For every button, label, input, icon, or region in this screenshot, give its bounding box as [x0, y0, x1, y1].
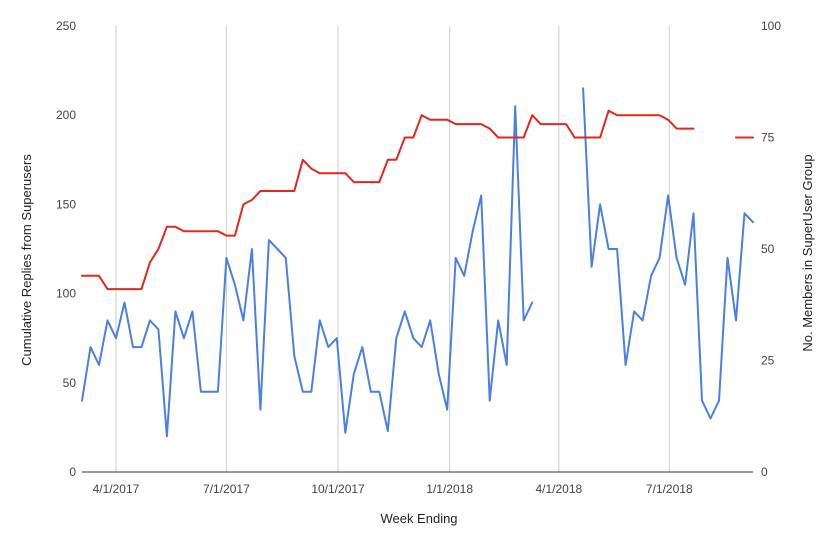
left-y-tick-label: 0 — [69, 465, 76, 479]
x-tick-label: 10/1/2017 — [311, 482, 365, 496]
x-tick-label: 4/1/2018 — [535, 482, 582, 496]
right-y-tick-label: 100 — [761, 19, 781, 33]
members-series-line — [81, 109, 754, 291]
right-y-tick-label: 0 — [761, 465, 768, 479]
x-tick-label: 1/1/2018 — [426, 482, 473, 496]
series-layer — [81, 87, 754, 438]
right-y-tick-label: 25 — [761, 354, 775, 368]
x-tick-label: 7/1/2017 — [203, 482, 250, 496]
x-axis-title: Week Ending — [380, 511, 457, 526]
x-axis-ticks: 4/1/2017 7/1/2017 10/1/2017 1/1/2018 4/1/201… — [93, 482, 693, 496]
grid-layer — [115, 26, 670, 472]
right-axis-ticks: 0 25 50 75 100 — [761, 19, 781, 479]
left-y-tick-label: 100 — [56, 287, 76, 301]
left-y-tick-label: 250 — [56, 19, 76, 33]
left-y-tick-label: 50 — [63, 376, 77, 390]
x-tick-label: 4/1/2017 — [93, 482, 140, 496]
left-axis-ticks: 0 50 100 150 200 250 — [56, 19, 76, 479]
right-y-tick-label: 75 — [761, 131, 775, 145]
left-y-tick-label: 200 — [56, 108, 76, 122]
x-tick-label: 7/1/2018 — [646, 482, 693, 496]
right-axis-title: No. Members in SuperUser Group — [800, 154, 815, 351]
left-y-tick-label: 150 — [56, 197, 76, 211]
left-axis-title: Cumulative Replies from Superusers — [19, 154, 34, 366]
right-y-tick-label: 50 — [761, 242, 775, 256]
replies-series-line — [81, 87, 754, 438]
